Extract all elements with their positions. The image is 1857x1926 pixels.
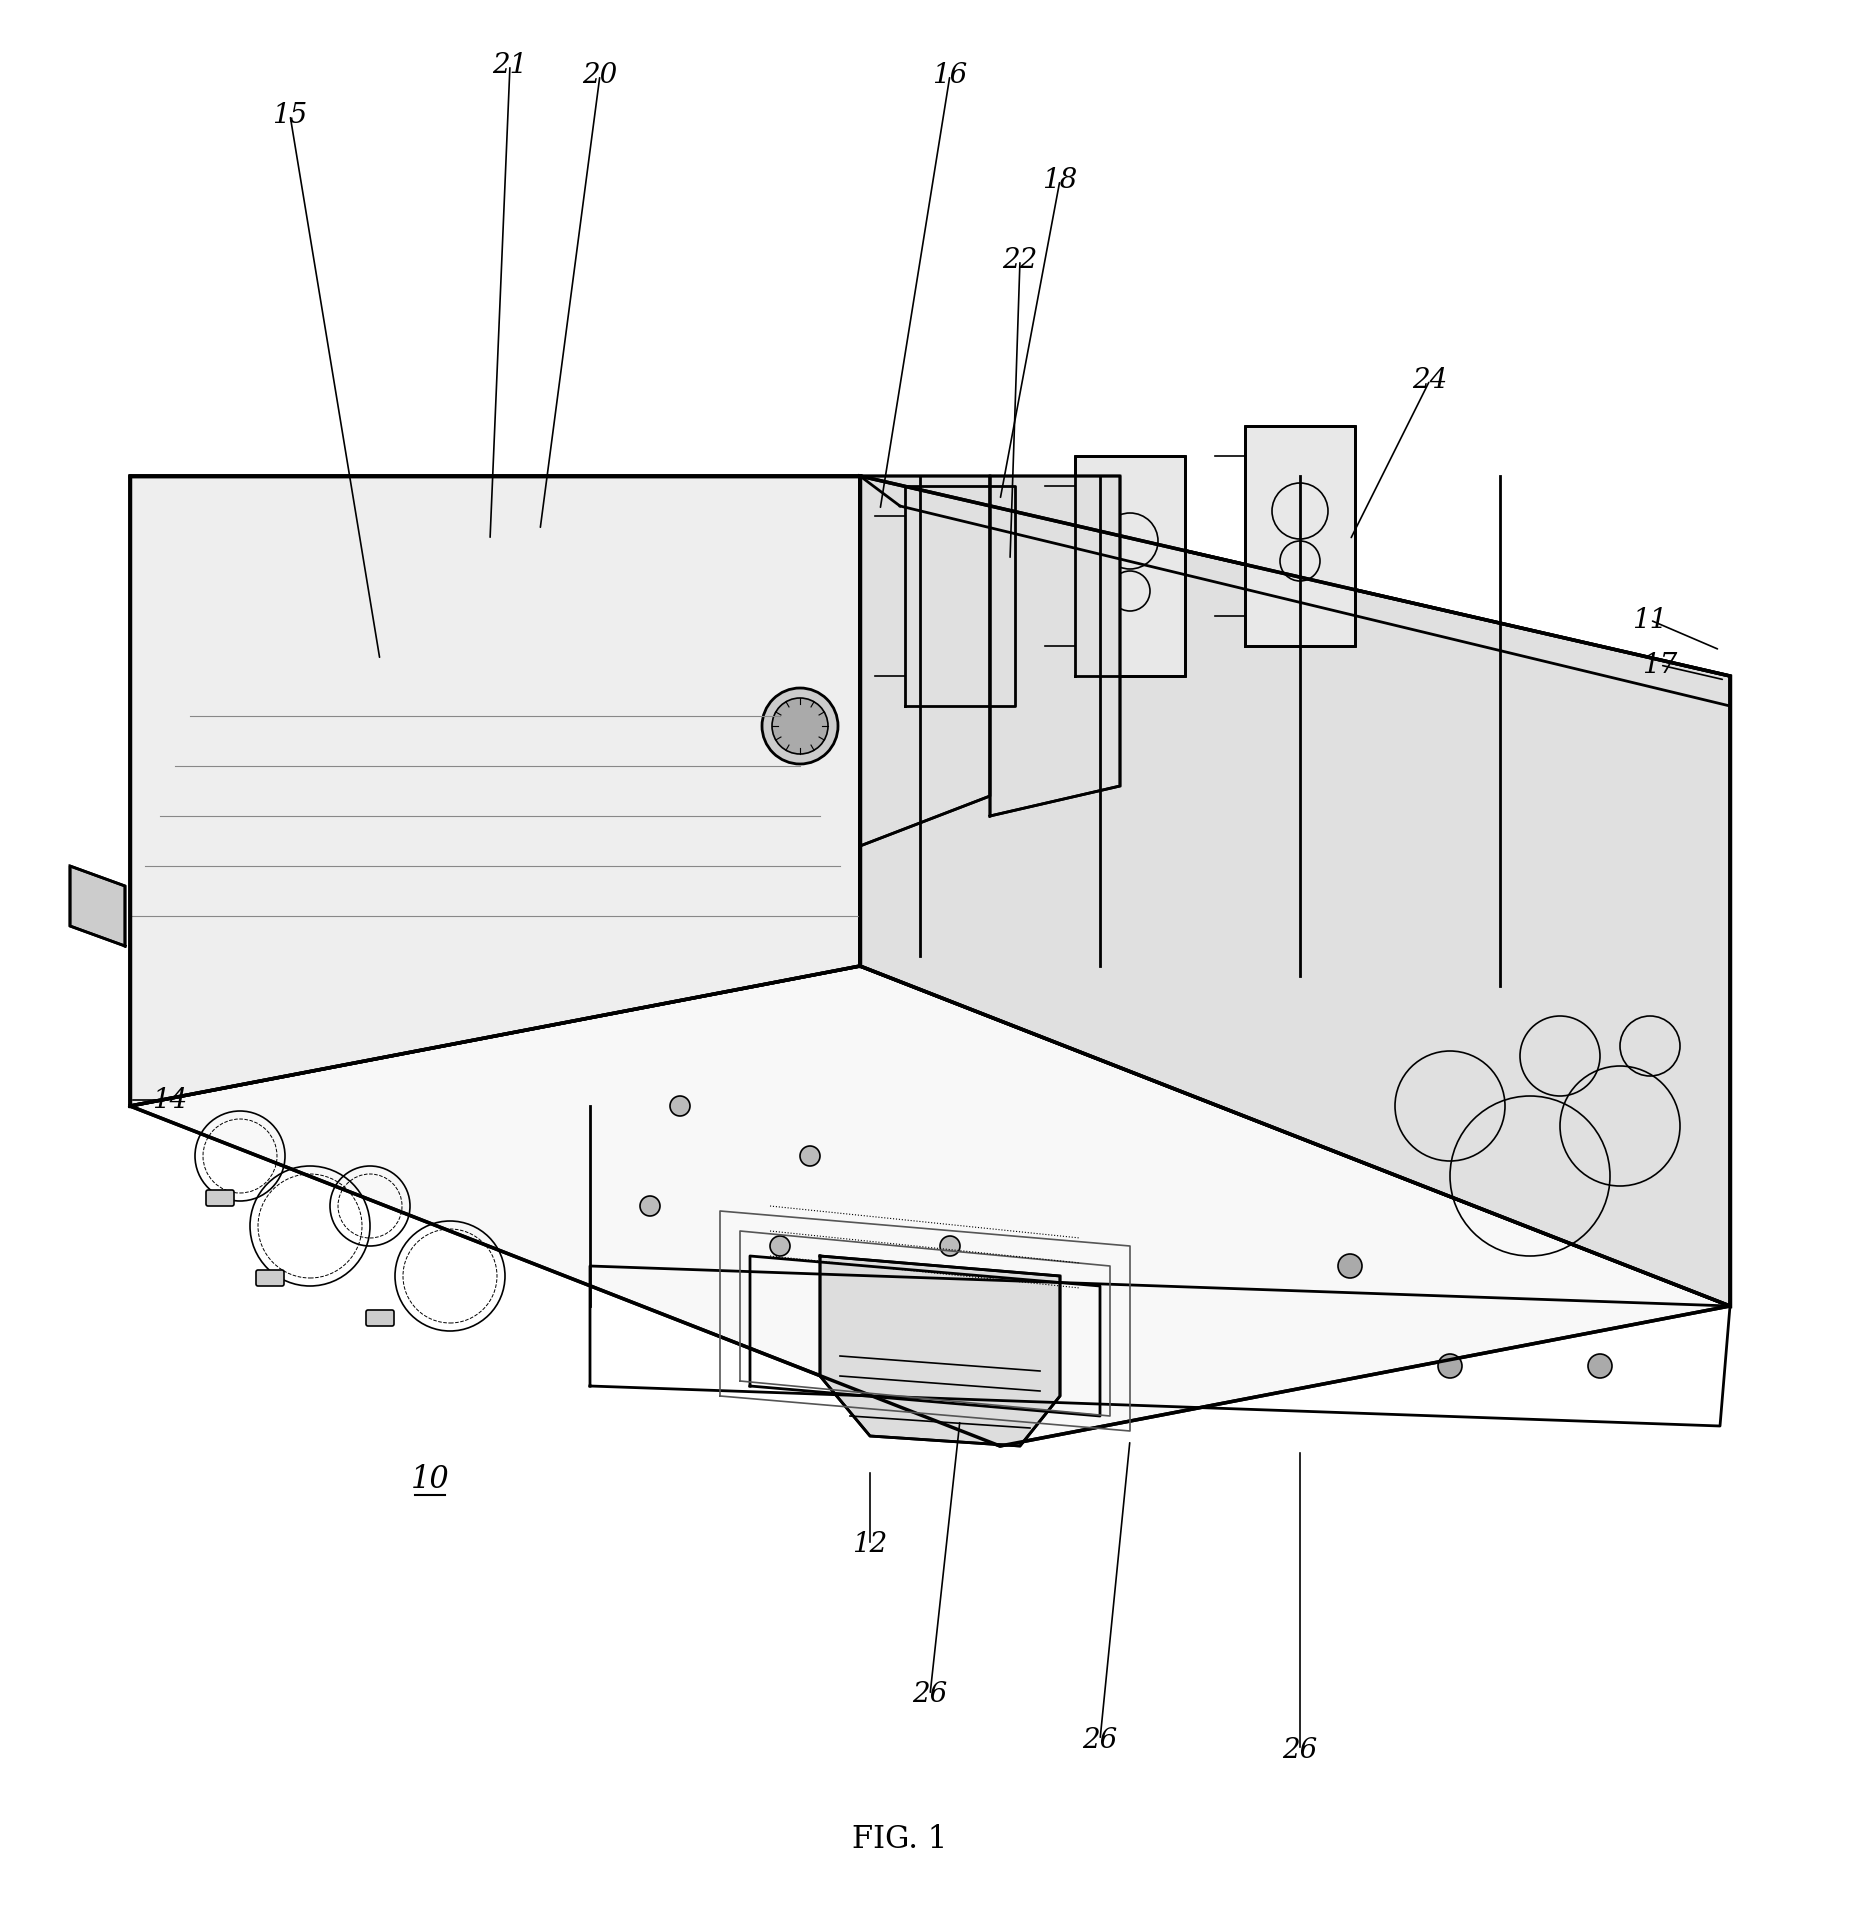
Text: 26: 26 bbox=[1281, 1737, 1317, 1764]
Polygon shape bbox=[130, 967, 1729, 1446]
Polygon shape bbox=[71, 867, 124, 946]
Circle shape bbox=[1588, 1354, 1612, 1377]
Circle shape bbox=[1437, 1354, 1461, 1377]
Text: 11: 11 bbox=[1632, 607, 1668, 634]
Polygon shape bbox=[819, 1256, 1060, 1446]
Polygon shape bbox=[990, 476, 1120, 817]
Polygon shape bbox=[904, 485, 1014, 707]
Text: 10: 10 bbox=[410, 1464, 449, 1495]
Circle shape bbox=[639, 1196, 659, 1215]
Circle shape bbox=[670, 1096, 689, 1115]
Text: 18: 18 bbox=[1042, 166, 1077, 193]
Text: 26: 26 bbox=[912, 1681, 947, 1708]
Polygon shape bbox=[130, 476, 860, 1106]
Circle shape bbox=[761, 688, 838, 765]
FancyBboxPatch shape bbox=[256, 1269, 284, 1287]
Text: 12: 12 bbox=[852, 1531, 888, 1558]
Text: 17: 17 bbox=[1642, 651, 1677, 678]
FancyBboxPatch shape bbox=[366, 1310, 394, 1325]
Text: 16: 16 bbox=[932, 62, 967, 89]
Polygon shape bbox=[860, 476, 1729, 1306]
Text: 22: 22 bbox=[1001, 247, 1036, 273]
FancyBboxPatch shape bbox=[206, 1190, 234, 1206]
Circle shape bbox=[940, 1236, 960, 1256]
Polygon shape bbox=[1244, 426, 1354, 645]
Circle shape bbox=[769, 1236, 789, 1256]
Text: 21: 21 bbox=[492, 52, 527, 79]
Text: FIG. 1: FIG. 1 bbox=[852, 1824, 947, 1855]
Circle shape bbox=[1337, 1254, 1361, 1279]
Text: 20: 20 bbox=[581, 62, 617, 89]
Text: 26: 26 bbox=[1083, 1726, 1118, 1753]
Text: 15: 15 bbox=[273, 102, 308, 129]
Text: 14: 14 bbox=[152, 1086, 188, 1113]
Circle shape bbox=[773, 697, 828, 753]
Polygon shape bbox=[860, 476, 990, 846]
Polygon shape bbox=[1075, 456, 1185, 676]
Circle shape bbox=[800, 1146, 819, 1165]
Text: 24: 24 bbox=[1411, 366, 1447, 393]
